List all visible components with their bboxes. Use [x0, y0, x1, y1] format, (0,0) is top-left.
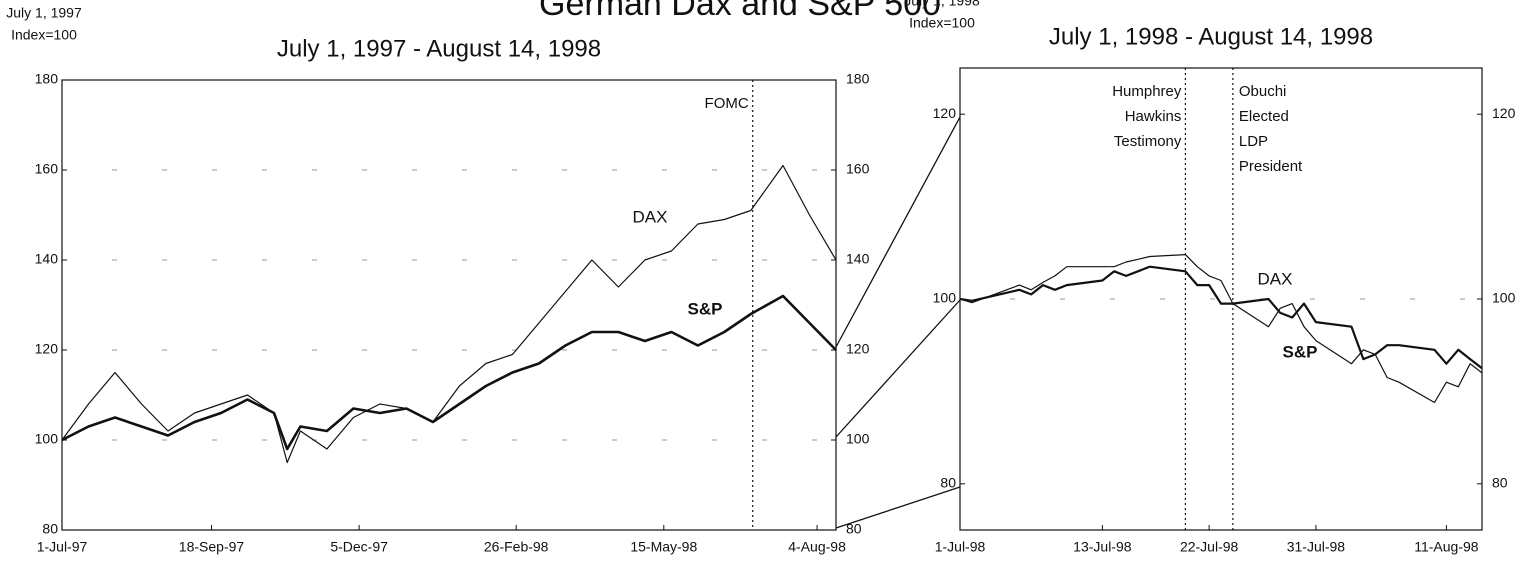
zoom-connector — [835, 299, 961, 438]
y-tick-label: 80 — [940, 475, 956, 491]
series-line — [61, 294, 837, 451]
series-label: DAX — [1258, 269, 1293, 288]
plot-frame — [959, 67, 1483, 531]
plot-frame — [61, 79, 837, 531]
y-tick-label: 120 — [933, 105, 957, 121]
x-tick-label: 13-Jul-98 — [1073, 539, 1132, 555]
y-tick-label: 180 — [35, 71, 59, 87]
y2-tick-label: 160 — [846, 161, 870, 177]
y-tick-label: 80 — [42, 521, 58, 537]
x-tick-label: 31-Jul-98 — [1287, 539, 1346, 555]
x-tick-label: 1-Jul-98 — [935, 539, 986, 555]
series-label: S&P — [688, 299, 723, 318]
y-tick-label: 140 — [35, 251, 59, 267]
annotation: Testimony — [1114, 133, 1182, 150]
panel-title: July 1, 1998 - August 14, 1998 — [1049, 23, 1373, 50]
y-tick-label: 160 — [35, 161, 59, 177]
annotation: FOMC — [705, 95, 749, 112]
y2-tick-label: 80 — [846, 521, 862, 537]
x-tick-label: 26-Feb-98 — [484, 539, 549, 555]
y-tick-label: 100 — [35, 431, 59, 447]
annotation: Humphrey — [1112, 83, 1182, 100]
y-tick-label: 120 — [35, 341, 59, 357]
x-tick-label: 4-Aug-98 — [788, 539, 846, 555]
y-axis-label: Index=100 — [11, 27, 77, 43]
x-tick-label: 5-Dec-97 — [330, 539, 388, 555]
x-tick-label: 1-Jul-97 — [37, 539, 88, 555]
y-axis-label: July 1, 1998 — [904, 0, 980, 9]
x-tick-label: 11-Aug-98 — [1414, 539, 1479, 555]
y2-tick-label: 140 — [846, 251, 870, 267]
zoom-connector — [835, 486, 961, 529]
series-line — [959, 254, 1483, 404]
y2-tick-label: 80 — [1492, 475, 1508, 491]
y2-tick-label: 100 — [846, 431, 870, 447]
y2-tick-label: 120 — [846, 341, 870, 357]
annotation: President — [1239, 158, 1303, 175]
y-tick-label: 100 — [933, 290, 957, 306]
annotation: Elected — [1239, 108, 1289, 125]
series-label: DAX — [633, 207, 668, 226]
series-label: S&P — [1283, 342, 1318, 361]
x-tick-label: 15-May-98 — [630, 539, 697, 555]
chart-title: German Dax and S&P 500 — [539, 0, 941, 23]
panel-title: July 1, 1997 - August 14, 1998 — [277, 35, 601, 62]
y2-tick-label: 180 — [846, 71, 870, 87]
annotation: Hawkins — [1125, 108, 1182, 125]
y2-tick-label: 100 — [1492, 290, 1516, 306]
y2-tick-label: 120 — [1492, 105, 1516, 121]
x-tick-label: 22-Jul-98 — [1180, 539, 1239, 555]
series-line — [959, 265, 1483, 370]
x-tick-label: 18-Sep-97 — [179, 539, 245, 555]
y-axis-label: July 1, 1997 — [6, 5, 82, 21]
y-axis-label: Index=100 — [909, 15, 975, 31]
zoom-connector — [835, 116, 961, 348]
annotation: LDP — [1239, 133, 1268, 150]
annotation: Obuchi — [1239, 83, 1287, 100]
